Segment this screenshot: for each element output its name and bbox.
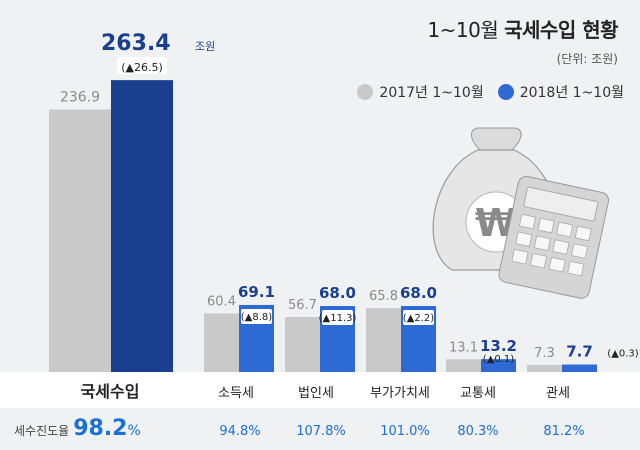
change-badge <box>241 308 272 324</box>
progress-label: 세수진도율 <box>14 424 70 438</box>
change-label: (▲0.1) <box>483 354 514 365</box>
change-badge <box>322 310 353 326</box>
progress-rate-label: 94.8% <box>219 424 260 439</box>
progress-rate-label: 80.3% <box>457 424 498 439</box>
value-label-2018: 7.7 <box>566 343 593 361</box>
change-label: (▲0.3) <box>607 349 638 360</box>
title-range: 1~10월 <box>427 18 499 42</box>
legend-item-2017: 2017년 1~10월 <box>357 82 484 102</box>
progress-rate-label: 101.0% <box>380 424 430 439</box>
bar-2017 <box>527 364 562 372</box>
value-label-2017: 236.9 <box>60 90 100 106</box>
category-band <box>0 372 640 408</box>
bar-2018 <box>111 80 173 372</box>
category-label: 국세수입 <box>81 382 140 401</box>
bar-2017 <box>366 308 401 372</box>
legend-swatch-2017 <box>357 84 374 100</box>
value-unit-label: 조원 <box>195 40 215 53</box>
legend-label-2018: 2018년 1~10월 <box>519 85 624 101</box>
bar-2017 <box>446 359 481 372</box>
progress-rate-lead: 세수진도율 98.2% <box>14 416 141 441</box>
value-label-2018: 68.0 <box>319 284 356 302</box>
value-label-2018: 68.0 <box>400 284 437 302</box>
change-label: (▲2.2) <box>403 313 434 324</box>
legend: 2017년 1~10월 2018년 1~10월 <box>357 82 624 102</box>
value-label-2017: 13.1 <box>449 340 478 355</box>
bar-2017 <box>285 317 320 372</box>
chart-title: 1~10월 국세수입 현황 <box>427 14 618 43</box>
value-label-2017: 60.4 <box>207 294 236 309</box>
value-label-2018: 13.2 <box>480 337 517 355</box>
bar-2017 <box>204 313 239 372</box>
value-label-2017: 56.7 <box>288 298 317 313</box>
progress-rate-total-unit: % <box>127 423 141 439</box>
change-label: (▲8.8) <box>241 312 272 323</box>
change-label: (▲11.3) <box>319 313 357 324</box>
legend-swatch-2018 <box>497 84 514 100</box>
category-label: 관세 <box>546 386 570 401</box>
calculator-icon <box>498 175 610 299</box>
value-label-2017: 65.8 <box>369 289 398 304</box>
progress-rate-total: 98.2 <box>73 416 128 441</box>
category-label: 부가가치세 <box>370 386 430 401</box>
value-label-2018: 69.1 <box>238 283 275 301</box>
category-label: 법인세 <box>298 386 334 401</box>
unit-label: (단위: 조원) <box>556 52 618 66</box>
progress-rate-label: 107.8% <box>296 424 346 439</box>
bar-2018 <box>481 359 516 372</box>
change-badge <box>117 57 167 75</box>
progress-rate-label: 81.2% <box>543 424 584 439</box>
change-badge <box>403 310 434 326</box>
value-label-2017: 7.3 <box>534 346 555 361</box>
legend-label-2017: 2017년 1~10월 <box>379 85 484 101</box>
legend-item-2018: 2018년 1~10월 <box>497 82 624 102</box>
value-label-2018: 263.4 <box>101 31 171 56</box>
bar-2018 <box>562 364 597 372</box>
category-label: 교통세 <box>460 386 496 401</box>
category-label: 소득세 <box>218 386 254 401</box>
bar-2017 <box>49 109 111 372</box>
title-main: 국세수입 현황 <box>504 18 618 42</box>
change-label: (▲26.5) <box>121 61 163 74</box>
